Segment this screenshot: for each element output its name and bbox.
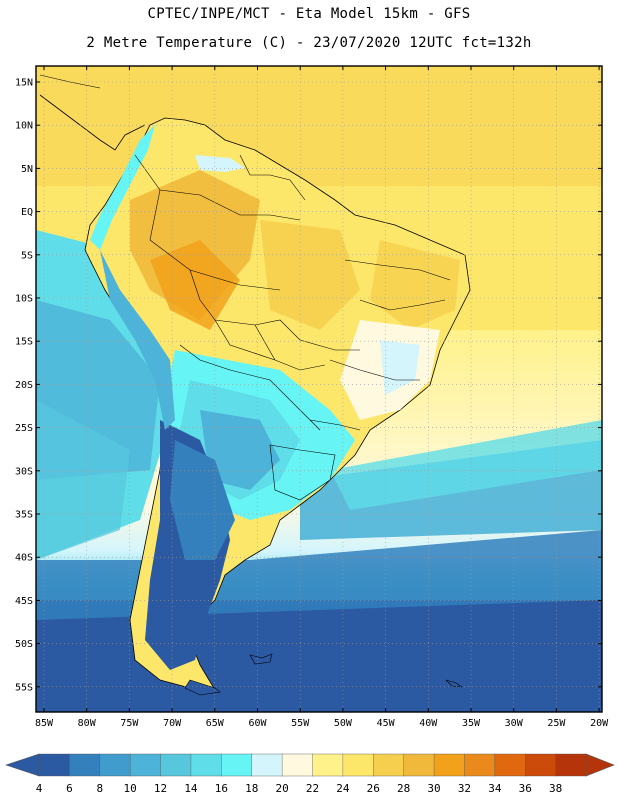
colorbar-swatch xyxy=(251,753,283,777)
colorbar-label: 34 xyxy=(488,782,502,795)
colorbar-label: 22 xyxy=(306,782,319,795)
latitude-label: 5N xyxy=(21,164,33,175)
longitude-label: 40W xyxy=(419,718,438,729)
latitude-label: 45S xyxy=(15,596,33,607)
colorbar-label: 32 xyxy=(458,782,471,795)
longitude-label: 25W xyxy=(547,718,566,729)
colorbar-swatch xyxy=(494,753,526,777)
colorbar-label: 24 xyxy=(336,782,350,795)
colorbar-arrow-high xyxy=(585,753,615,777)
tierra-del-fuego xyxy=(184,679,221,696)
colorbar-labels: 4 6 8 10 12 14 16 18 20 22 24 26 28 30 32 34 36 38 xyxy=(36,782,563,795)
colorbar-label: 16 xyxy=(215,782,228,795)
latitude-label: 10N xyxy=(15,121,33,132)
longitude-label: 65W xyxy=(206,718,225,729)
title-line-1: CPTEC/INPE/MCT - Eta Model 15km - GFS xyxy=(147,6,471,22)
title-line-2: 2 Metre Temperature (C) - 23/07/2020 12U… xyxy=(86,35,532,51)
longitude-label: 50W xyxy=(334,718,353,729)
axis-ticks xyxy=(36,66,602,712)
map-frame xyxy=(35,65,603,713)
longitude-label: 30W xyxy=(505,718,524,729)
andes-north-cold xyxy=(90,125,155,250)
colorbar-swatch xyxy=(433,753,466,777)
falkland-islands xyxy=(249,653,273,665)
colorbar-arrow-low xyxy=(5,753,40,777)
colorbar-label: 18 xyxy=(245,782,258,795)
colorbar-swatch xyxy=(69,753,101,777)
latitude-label: 55S xyxy=(15,682,33,693)
longitude-label: 35W xyxy=(462,718,481,729)
longitude-label: 45W xyxy=(377,718,396,729)
longitude-label: 60W xyxy=(248,718,267,729)
colorbar-label: 14 xyxy=(184,782,198,795)
latitude-label: 20S xyxy=(15,380,33,391)
colorbar-label: 28 xyxy=(397,782,410,795)
latitude-labels: 15N 10N 5N EQ 5S 10S 15S 20S 25S 30S 35S 40S 45S 50S 5… xyxy=(15,78,33,694)
colorbar-swatch xyxy=(160,753,192,777)
colorbar-swatch xyxy=(373,753,405,777)
country-borders xyxy=(134,154,451,501)
colorbar-swatch xyxy=(525,753,557,777)
longitude-label: 75W xyxy=(120,718,139,729)
latitude-label: 5S xyxy=(21,250,33,261)
longitude-label: 85W xyxy=(35,718,54,729)
colorbar-swatch xyxy=(312,753,344,777)
longitude-label: 80W xyxy=(78,718,97,729)
colorbar-label: 26 xyxy=(367,782,380,795)
colorbar-swatch xyxy=(221,753,253,777)
longitude-label: 55W xyxy=(291,718,310,729)
colorbar-label: 4 xyxy=(36,782,43,795)
latitude-label: 25S xyxy=(15,423,33,434)
colorbar-label: 10 xyxy=(124,782,137,795)
colorbar-label: 38 xyxy=(549,782,562,795)
longitude-label: 70W xyxy=(163,718,182,729)
latitude-label: 50S xyxy=(15,639,33,650)
colorbar-label: 6 xyxy=(66,782,73,795)
map-field xyxy=(36,66,602,712)
latitude-label: 15N xyxy=(15,78,33,89)
ocean-north-warm xyxy=(36,66,602,186)
colorbar-swatch xyxy=(190,753,223,777)
colorbar-label: 36 xyxy=(519,782,532,795)
colorbar-swatch xyxy=(129,753,162,777)
colorbar-swatch xyxy=(38,753,71,777)
colorbar-swatch xyxy=(555,753,587,777)
latitude-label: 10S xyxy=(15,294,33,305)
longitude-labels: 85W 80W 75W 70W 65W 60W 55W 50W 45W 40W 35W 30W 25W 2… xyxy=(35,718,609,729)
colorbar-swatch xyxy=(99,753,131,777)
colorbar-swatch xyxy=(342,753,374,777)
colorbar-label: 12 xyxy=(154,782,167,795)
colorbar xyxy=(5,753,615,777)
latitude-label: 30S xyxy=(15,466,33,477)
colorbar-label: 30 xyxy=(427,782,440,795)
latitude-label: 35S xyxy=(15,510,33,521)
longitude-label: 20W xyxy=(590,718,609,729)
colorbar-swatch xyxy=(464,753,496,777)
andes-central-cold xyxy=(100,250,175,430)
latitude-label: 15S xyxy=(15,337,33,348)
colorbar-label: 8 xyxy=(96,782,103,795)
colorbar-label: 20 xyxy=(275,782,288,795)
latitude-label: 40S xyxy=(15,553,33,564)
latitude-label: EQ xyxy=(21,207,33,218)
colorbar-swatch xyxy=(281,753,314,777)
colorbar-swatch xyxy=(403,753,435,777)
